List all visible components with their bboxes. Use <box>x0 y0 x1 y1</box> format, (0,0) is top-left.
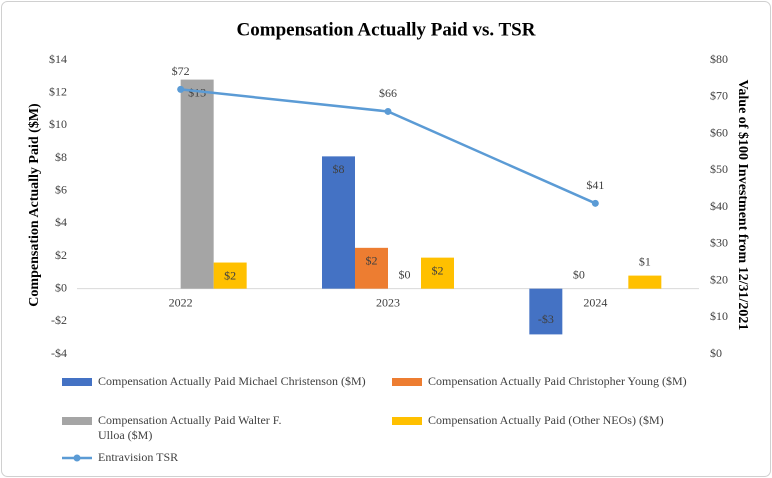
y2-tick-label: $70 <box>710 89 728 103</box>
y-tick-label: $6 <box>55 182 67 196</box>
line-point <box>591 199 599 207</box>
data-label: $2 <box>224 268 236 282</box>
legend-label: Entravision TSR <box>98 450 179 464</box>
legend-swatch <box>392 378 422 386</box>
data-label: $72 <box>172 64 190 78</box>
y-axis-title: Compensation Actually Paid ($M) <box>27 103 42 307</box>
data-label: $2 <box>366 254 378 268</box>
x-tick-label: 2022 <box>169 295 193 309</box>
y2-tick-label: $40 <box>710 199 728 213</box>
legend-item: Entravision TSR <box>62 450 432 465</box>
legend-item: Compensation Actually Paid Walter F. Ull… <box>62 413 297 443</box>
y-tick-label: $12 <box>49 84 67 98</box>
y2-tick-label: $80 <box>710 52 728 66</box>
bar <box>322 156 355 289</box>
data-label: $41 <box>586 178 604 192</box>
bar <box>180 79 214 289</box>
y2-tick-label: $60 <box>710 125 728 139</box>
y2-tick-label: $10 <box>710 309 728 323</box>
bar <box>529 288 563 335</box>
y2-tick-label: $20 <box>710 272 728 286</box>
bar <box>213 262 247 289</box>
bar <box>628 275 662 289</box>
legend-item: Compensation Actually Paid Christopher Y… <box>392 374 762 389</box>
y-tick-label: $2 <box>55 248 67 262</box>
y-tick-label: $4 <box>55 215 67 229</box>
x-tick-label: 2023 <box>376 295 400 309</box>
legend-label: Compensation Actually Paid Walter F. Ull… <box>98 413 282 442</box>
data-label: -$3 <box>538 312 554 326</box>
legend-label: Compensation Actually Paid (Other NEOs) … <box>428 413 664 427</box>
bar <box>421 257 454 289</box>
y2-tick-label: $30 <box>710 236 728 250</box>
data-label: $0 <box>399 267 411 281</box>
bar <box>355 247 388 289</box>
y-tick-label: -$2 <box>51 313 67 327</box>
legend-swatch <box>62 454 92 462</box>
y-tick-label: $10 <box>49 117 67 131</box>
data-label: $1 <box>639 254 651 268</box>
y-tick-label: $14 <box>49 52 67 66</box>
y2-axis-title: Value of $100 Investment from 12/31/2021 <box>735 80 750 331</box>
legend-swatch <box>392 417 422 425</box>
y-tick-label: $0 <box>55 280 67 294</box>
legend-item: Compensation Actually Paid (Other NEOs) … <box>392 413 762 428</box>
legend-label: Compensation Actually Paid Christopher Y… <box>428 374 687 388</box>
legend-swatch <box>62 417 92 425</box>
y-tick-label: -$4 <box>51 346 67 360</box>
line-point <box>177 85 185 93</box>
chart-title: Compensation Actually Paid vs. TSR <box>237 19 536 40</box>
legend-item: Compensation Actually Paid Michael Chris… <box>62 374 432 389</box>
data-label: $8 <box>333 162 345 176</box>
line-point <box>384 107 392 115</box>
legend-swatch <box>62 378 92 386</box>
y-tick-label: $8 <box>55 150 67 164</box>
legend-label: Compensation Actually Paid Michael Chris… <box>98 374 366 388</box>
x-tick-label: 2024 <box>583 295 607 309</box>
data-label: $0 <box>573 267 585 281</box>
y2-tick-label: $0 <box>710 346 722 360</box>
data-label: $2 <box>432 263 444 277</box>
y2-tick-label: $50 <box>710 162 728 176</box>
data-label: $66 <box>379 86 397 100</box>
